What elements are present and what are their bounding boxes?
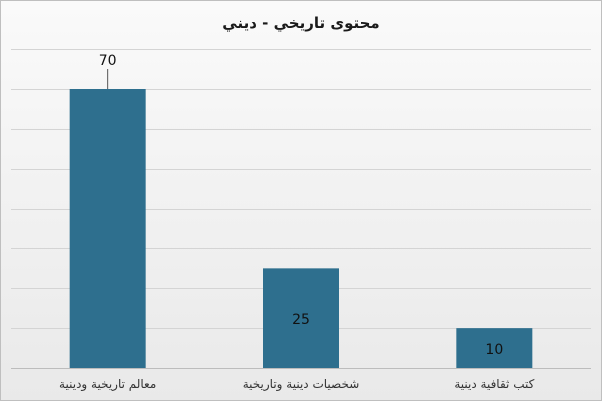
data-label: 70 [99, 53, 117, 69]
x-tick-label: معالم تاريخية ودينية [59, 377, 156, 392]
bar [69, 89, 146, 368]
x-axis-labels: معالم تاريخية ودينية شخصيات دينية وتاريخي… [59, 377, 535, 392]
data-labels: 70 25 10 [99, 53, 503, 358]
bars [69, 89, 533, 368]
data-label: 10 [485, 342, 503, 358]
bar [456, 328, 533, 368]
x-tick-label: كتب ثقافية دينية [454, 377, 534, 391]
chart-title: محتوى تاريخي - ديني [222, 14, 379, 32]
x-tick-label: شخصيات دينية وتاريخية [243, 377, 360, 392]
data-label: 25 [292, 312, 310, 328]
bar [263, 268, 339, 368]
